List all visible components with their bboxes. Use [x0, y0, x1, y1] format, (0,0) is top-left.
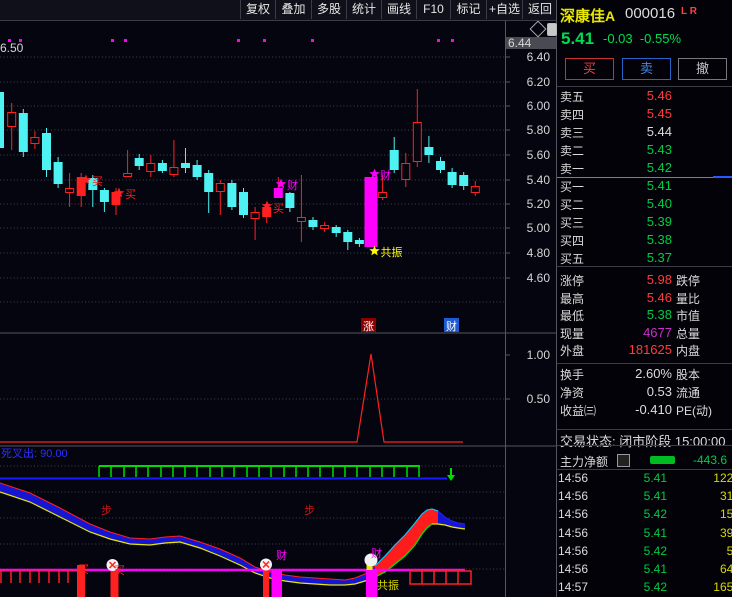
svg-text:步: 步 [101, 504, 112, 517]
svg-text:5.80: 5.80 [527, 123, 551, 137]
svg-text:涨: 涨 [363, 320, 374, 333]
svg-text:财: 财 [446, 319, 457, 333]
svg-text:6.00: 6.00 [527, 99, 551, 113]
svg-text:财: 财 [380, 168, 391, 182]
svg-text:5.20: 5.20 [527, 197, 551, 211]
svg-text:共振: 共振 [377, 578, 399, 592]
svg-text:0.50: 0.50 [527, 392, 551, 406]
svg-text:5.60: 5.60 [527, 148, 551, 162]
svg-text:4.60: 4.60 [527, 271, 551, 285]
svg-text:买: 买 [125, 188, 136, 201]
svg-text:6.50: 6.50 [0, 41, 24, 55]
svg-text:6.20: 6.20 [527, 75, 551, 89]
svg-text:买: 买 [92, 175, 103, 188]
svg-text:死叉出: 90.00: 死叉出: 90.00 [1, 446, 68, 460]
svg-text:财: 财 [287, 178, 298, 192]
svg-text:1.00: 1.00 [527, 348, 551, 362]
svg-text:5.00: 5.00 [527, 221, 551, 235]
svg-text:财: 财 [276, 548, 287, 562]
svg-text:买: 买 [114, 564, 125, 577]
svg-text:步: 步 [304, 504, 315, 517]
svg-text:买: 买 [78, 563, 89, 576]
svg-text:财: 财 [371, 546, 382, 560]
svg-text:5.40: 5.40 [527, 173, 551, 187]
svg-text:6.44: 6.44 [508, 36, 532, 50]
svg-text:6.40: 6.40 [527, 50, 551, 64]
svg-text:共振: 共振 [381, 245, 403, 259]
svg-text:4.80: 4.80 [527, 246, 551, 260]
svg-text:买: 买 [273, 202, 284, 215]
